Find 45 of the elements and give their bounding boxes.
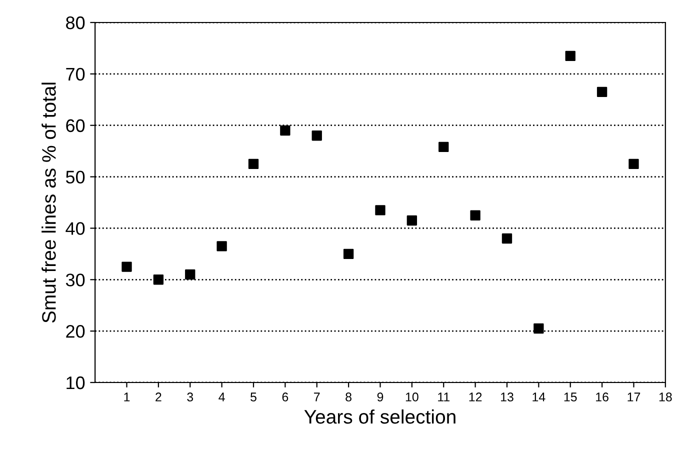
point	[470, 210, 480, 220]
y-tick-label: 40	[66, 222, 85, 235]
x-tick-label: 4	[218, 392, 225, 402]
point	[375, 205, 386, 216]
y-tick-label: 60	[66, 119, 85, 132]
x-tick-label: 9	[377, 392, 384, 402]
x-tick-label: 3	[187, 392, 194, 402]
point	[280, 125, 290, 136]
y-tick-label: 30	[66, 274, 85, 286]
point	[565, 50, 576, 62]
point	[343, 248, 354, 260]
point	[122, 262, 132, 272]
x-tick-label: 13	[500, 392, 514, 402]
point	[216, 241, 227, 252]
y-tick-label: 10	[66, 376, 85, 390]
x-tick-label: 7	[314, 392, 320, 402]
y-tick-label: 20	[66, 325, 85, 338]
point	[502, 233, 512, 244]
x-tick-label: 5	[250, 392, 256, 402]
x-tick-label: 10	[406, 392, 418, 402]
point	[248, 158, 259, 170]
point	[628, 158, 639, 170]
x-tick-label: 18	[659, 392, 672, 402]
y-tick-label: 70	[66, 68, 85, 81]
point	[596, 86, 608, 98]
x-tick-label: 1	[124, 392, 130, 402]
x-tick-label: 17	[628, 392, 640, 402]
x-tick-label: 12	[469, 392, 482, 402]
point	[534, 323, 544, 334]
x-tick-label: 14	[532, 392, 546, 402]
x-tick-label: 15	[564, 392, 577, 402]
point	[153, 274, 164, 285]
x-axis-title: Years of selection	[304, 409, 456, 424]
x-tick-label: 11	[438, 392, 450, 402]
point	[406, 215, 418, 226]
x-tick-label: 6	[282, 392, 288, 402]
x-tick-label: 2	[156, 392, 162, 402]
x-tick-label: 16	[596, 392, 608, 402]
point	[312, 130, 322, 141]
x-tick-label: 8	[346, 392, 352, 402]
y-tick-label: 80	[66, 16, 85, 30]
y-tick-label: 50	[66, 170, 85, 184]
y-axis-title: Smut free lines as % of total	[42, 82, 56, 323]
point	[438, 142, 449, 152]
point	[185, 269, 196, 280]
